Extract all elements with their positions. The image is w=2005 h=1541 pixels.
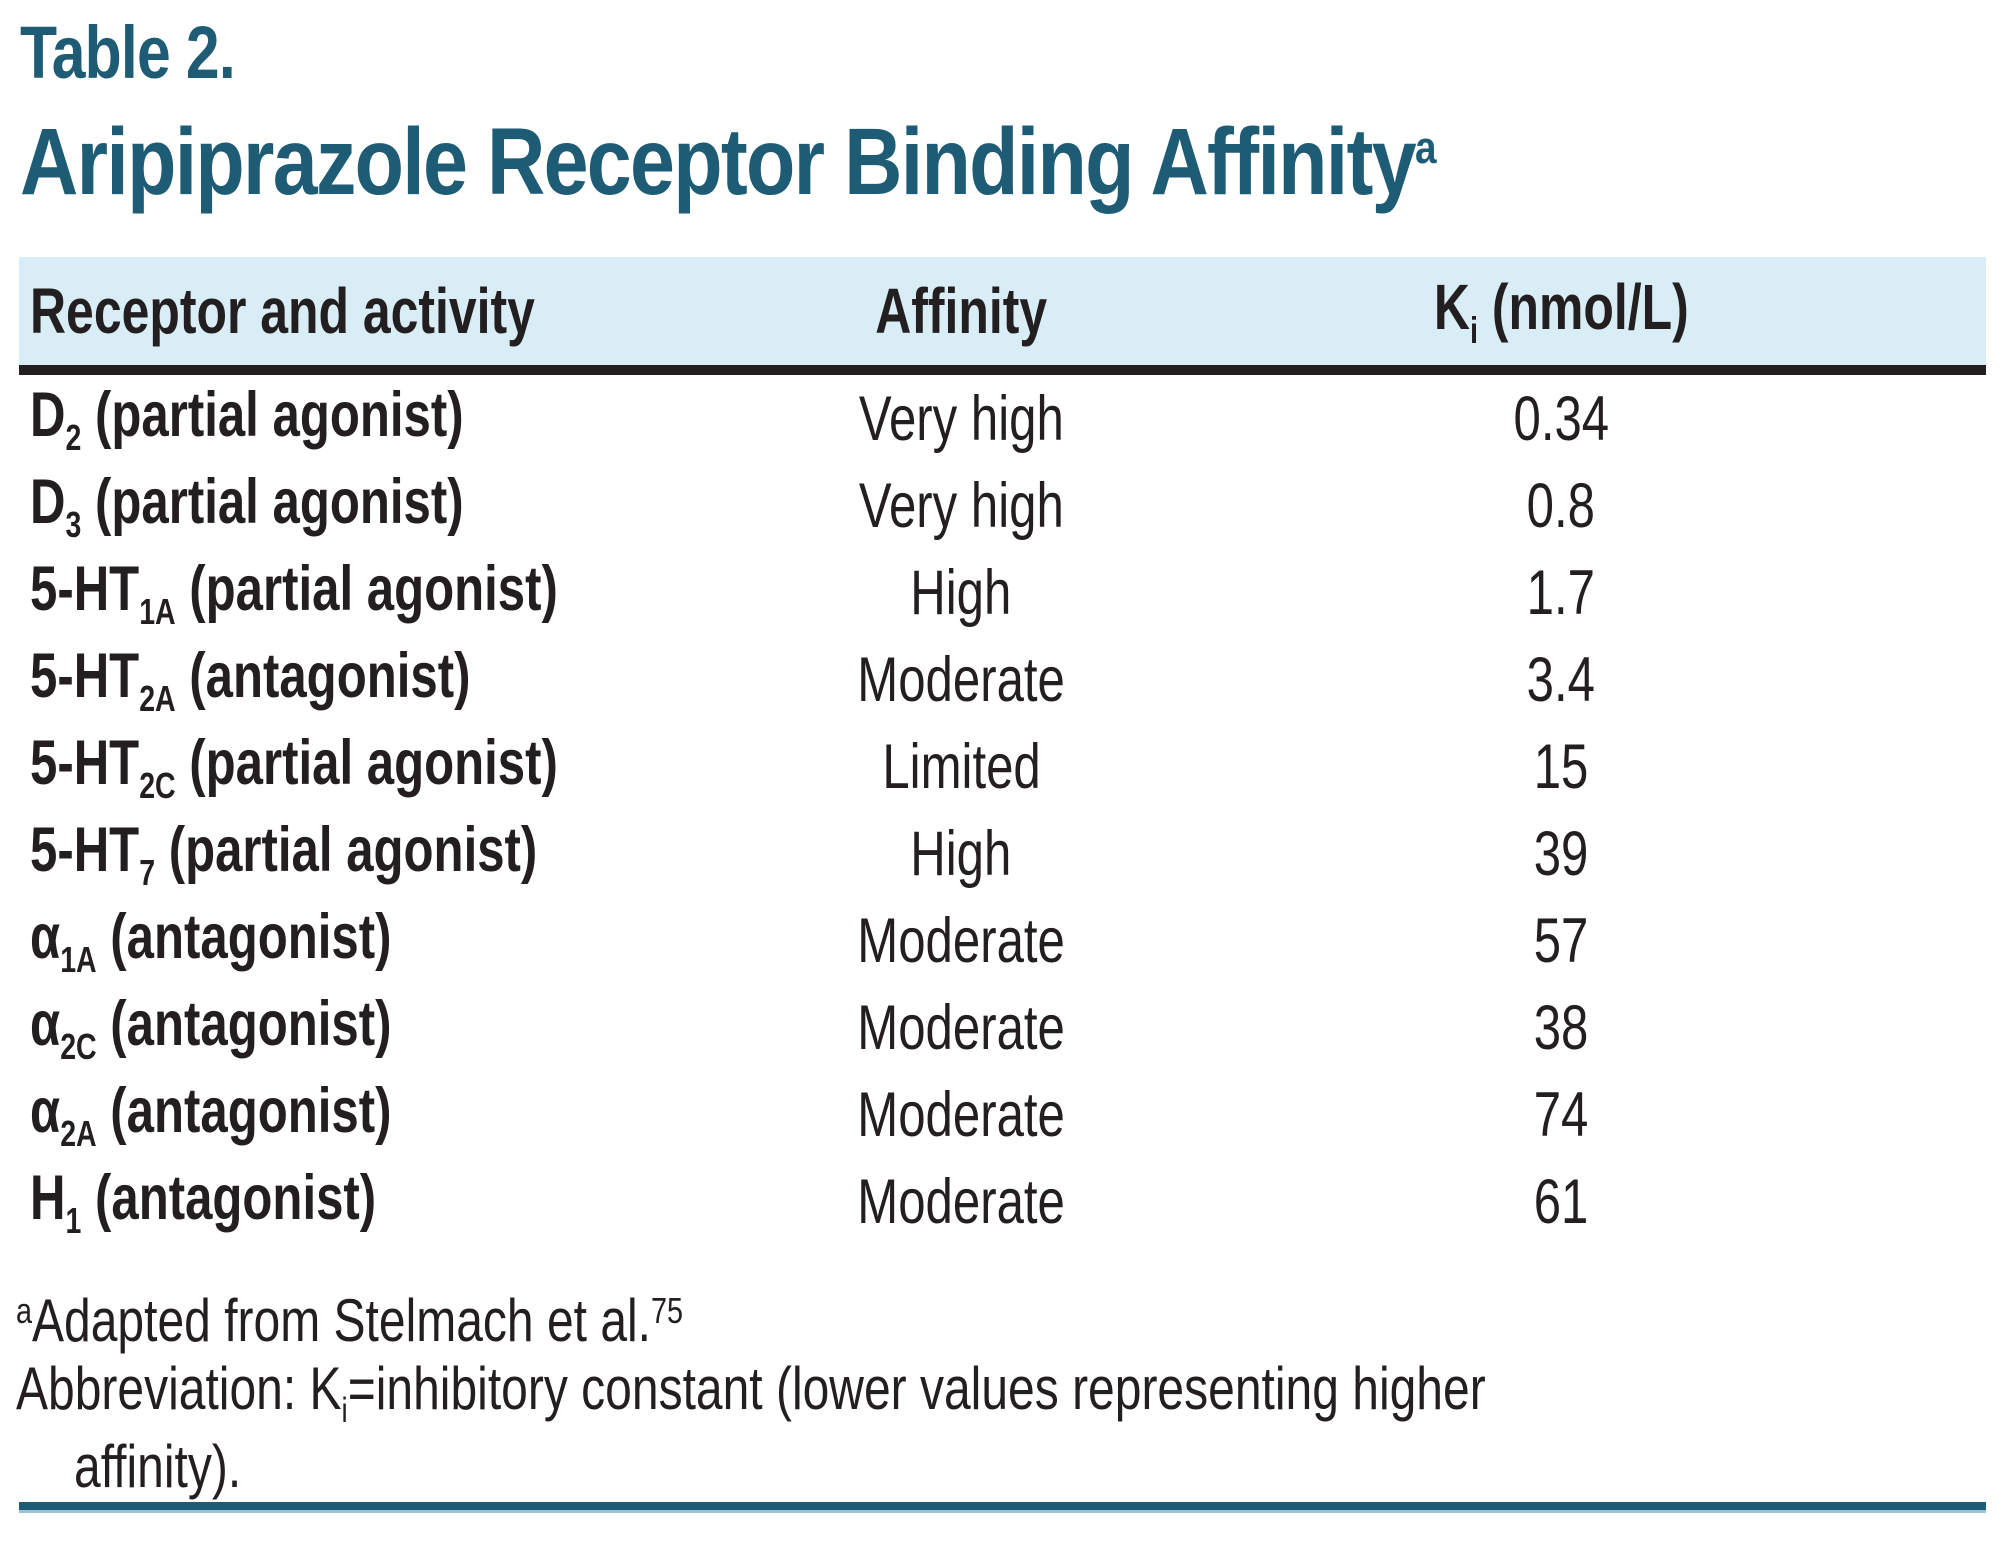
ki-cell: 0.8 xyxy=(1526,470,1596,541)
receptor-cell: α2C (antagonist) xyxy=(30,988,392,1067)
filler-cell xyxy=(1862,810,1986,897)
affinity-table-grid: Receptor and activity Affinity Ki (nmol/… xyxy=(19,257,1986,1245)
table-row: α2C (antagonist) Moderate 38 xyxy=(19,984,1986,1071)
header-receptor-text: Receptor and activity xyxy=(30,275,535,347)
receptor-cell: 5-HT2A (antagonist) xyxy=(30,640,471,719)
footnote-abbreviation-line1: Abbreviation: Ki=inhibitory constant (lo… xyxy=(16,1355,1486,1431)
filler-cell xyxy=(1862,636,1986,723)
footnote-reference-number: 75 xyxy=(651,1290,684,1331)
page-title-text: Aripiprazole Receptor Binding Affinity xyxy=(20,109,1417,215)
filler-cell xyxy=(1862,984,1986,1071)
table-row: 5-HT1A (partial agonist) High 1.7 xyxy=(19,549,1986,636)
filler-cell xyxy=(1862,897,1986,984)
header-ki: Ki (nmol/L) xyxy=(1260,257,1863,375)
receptor-cell: 5-HT7 (partial agonist) xyxy=(30,814,538,893)
ki-cell: 39 xyxy=(1533,818,1589,889)
footnote-marker: a xyxy=(16,1290,33,1331)
table-number-label: Table 2. xyxy=(20,16,282,90)
table-row: D2 (partial agonist) Very high 0.34 xyxy=(19,370,1986,462)
receptor-cell: 5-HT1A (partial agonist) xyxy=(30,553,558,632)
header-affinity-text: Affinity xyxy=(875,275,1048,347)
ki-cell: 1.7 xyxy=(1526,557,1596,628)
bottom-divider-rule xyxy=(19,1502,1986,1513)
affinity-cell: High xyxy=(910,818,1012,889)
receptor-cell: 5-HT2C (partial agonist) xyxy=(30,727,558,806)
header-ki-unit: (nmol/L) xyxy=(1477,270,1689,343)
ki-cell: 15 xyxy=(1533,731,1589,802)
filler-cell xyxy=(1862,549,1986,636)
table-number-text: Table 2. xyxy=(20,11,236,94)
affinity-cell: Very high xyxy=(858,470,1064,541)
receptor-cell: α1A (antagonist) xyxy=(30,901,392,980)
footnote-adapted-text: Adapted from Stelmach et al. xyxy=(32,1287,652,1354)
header-filler xyxy=(1862,257,1986,375)
table-row: 5-HT2C (partial agonist) Limited 15 xyxy=(19,723,1986,810)
header-ki-base: K xyxy=(1433,270,1470,343)
ki-cell: 3.4 xyxy=(1526,644,1596,715)
filler-cell xyxy=(1862,1071,1986,1158)
page-title: Aripiprazole Receptor Binding Affinitya xyxy=(20,110,1686,215)
receptor-cell: D2 (partial agonist) xyxy=(30,379,464,458)
table-row: 5-HT7 (partial agonist) High 39 xyxy=(19,810,1986,897)
filler-cell xyxy=(1862,462,1986,549)
ki-cell: 57 xyxy=(1533,905,1589,976)
receptor-cell: D3 (partial agonist) xyxy=(30,466,464,545)
table-row: D3 (partial agonist) Very high 0.8 xyxy=(19,462,1986,549)
filler-cell xyxy=(1862,370,1986,462)
affinity-cell: Moderate xyxy=(857,1166,1065,1237)
title-footnote-marker: a xyxy=(1414,122,1437,173)
filler-cell xyxy=(1862,723,1986,810)
table-row: H1 (antagonist) Moderate 61 xyxy=(19,1158,1986,1245)
affinity-cell: Moderate xyxy=(857,992,1065,1063)
table-row: 5-HT2A (antagonist) Moderate 3.4 xyxy=(19,636,1986,723)
table-row: α1A (antagonist) Moderate 57 xyxy=(19,897,1986,984)
footnote-abbreviation-line2: affinity). xyxy=(74,1433,242,1500)
header-receptor: Receptor and activity xyxy=(19,257,663,375)
affinity-cell: High xyxy=(910,557,1012,628)
filler-cell xyxy=(1862,1158,1986,1245)
table-body: D2 (partial agonist) Very high 0.34 D3 (… xyxy=(19,370,1986,1245)
table-row: α2A (antagonist) Moderate 74 xyxy=(19,1071,1986,1158)
header-row: Receptor and activity Affinity Ki (nmol/… xyxy=(19,257,1986,375)
ki-cell: 38 xyxy=(1533,992,1589,1063)
affinity-cell: Very high xyxy=(858,383,1064,454)
header-affinity: Affinity xyxy=(662,257,1261,375)
affinity-cell: Limited xyxy=(881,731,1041,802)
header-ki-subscript: i xyxy=(1469,309,1478,352)
affinity-cell: Moderate xyxy=(857,1079,1065,1150)
footnote-adapted: aAdapted from Stelmach et al.75 xyxy=(16,1272,1976,1354)
ki-cell: 61 xyxy=(1533,1166,1589,1237)
affinity-cell: Moderate xyxy=(857,644,1065,715)
receptor-cell: α2A (antagonist) xyxy=(30,1075,392,1154)
ki-cell: 74 xyxy=(1533,1079,1589,1150)
receptor-cell: H1 (antagonist) xyxy=(30,1162,377,1241)
affinity-table: Receptor and activity Affinity Ki (nmol/… xyxy=(19,257,1986,1245)
table-header: Receptor and activity Affinity Ki (nmol/… xyxy=(19,257,1986,375)
affinity-cell: Moderate xyxy=(857,905,1065,976)
ki-subscript: i xyxy=(341,1391,348,1431)
ki-cell: 0.34 xyxy=(1513,383,1609,454)
footnotes: aAdapted from Stelmach et al.75 Abbrevia… xyxy=(16,1272,1976,1506)
